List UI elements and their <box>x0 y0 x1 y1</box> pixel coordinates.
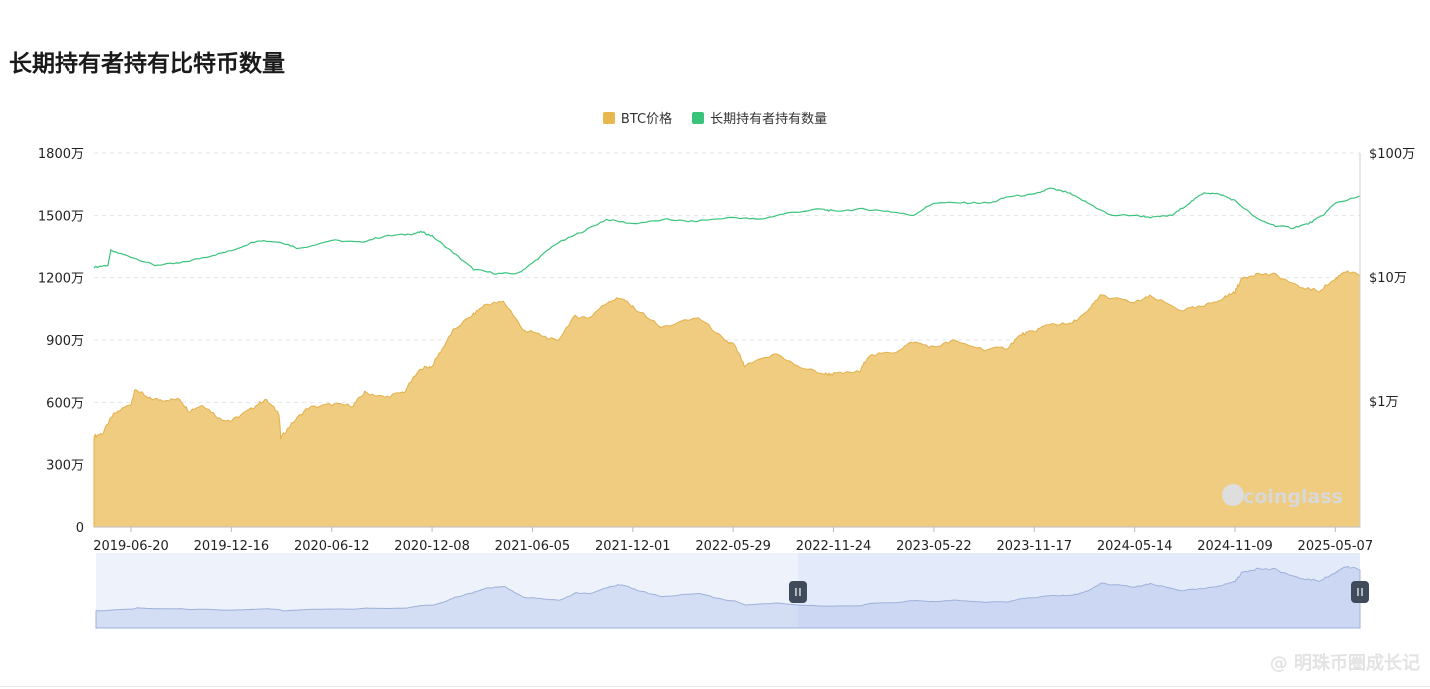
x-axis-tick-label: 2022-05-29 <box>695 539 771 554</box>
legend-label-btc-price: BTC价格 <box>620 112 673 127</box>
left-axis-tick-label: 1800万 <box>38 147 84 162</box>
x-axis-tick-label: 2019-06-20 <box>93 539 169 554</box>
left-axis-tick-label: 0 <box>76 521 84 536</box>
footer-watermark-text: @ 明珠币圈成长记 <box>1269 653 1420 674</box>
coinglass-watermark: coinglass <box>1243 486 1343 508</box>
left-axis: 0 300万 600万 900万 1200万 1500万 1800万 <box>38 147 84 536</box>
x-axis: 2019-06-20 2019-12-16 2020-06-12 2020-12-08… <box>93 484 1373 554</box>
x-axis-tick-label: 2025-05-07 <box>1298 539 1374 554</box>
navigator-selection <box>797 553 1360 628</box>
x-axis-tick-label: 2024-05-14 <box>1097 539 1173 554</box>
navigator-handle-right[interactable] <box>1351 581 1369 603</box>
x-axis-tick-label: 2023-11-17 <box>996 539 1072 554</box>
bottom-divider <box>0 686 1430 687</box>
right-axis-tick-label: $1万 <box>1369 395 1399 410</box>
handle-body <box>788 581 807 603</box>
navigator-handle-left[interactable] <box>788 581 807 603</box>
legend-item-lth-supply[interactable]: 长期持有者持有数量 <box>692 108 827 127</box>
handle-body <box>1351 581 1369 603</box>
lth-supply-line <box>93 187 1361 275</box>
left-axis-tick-label: 600万 <box>46 396 84 411</box>
range-navigator <box>95 553 1369 629</box>
x-axis-tick-label: 2024-11-09 <box>1197 539 1273 554</box>
btc-price-area <box>93 270 1361 528</box>
chart-legend: BTC价格 长期持有者持有数量 <box>0 108 1430 127</box>
left-axis-tick-label: 900万 <box>46 334 84 349</box>
x-axis-tick-label: 2022-11-24 <box>796 539 872 554</box>
x-axis-tick-label: 2019-12-16 <box>194 539 270 554</box>
x-axis-tick-label: 2020-12-08 <box>394 539 470 554</box>
right-axis-tick-label: $100万 <box>1369 147 1415 162</box>
page-title: 长期持有者持有比特币数量 <box>9 51 285 77</box>
legend-swatch-lth-supply <box>692 111 705 124</box>
x-axis-tick-label: 2021-06-05 <box>495 539 571 554</box>
x-axis-tick-label: 2023-05-22 <box>896 539 972 554</box>
btc-price-area-group <box>93 270 1361 528</box>
coinglass-logo-icon <box>1222 484 1244 506</box>
navigator-series <box>95 565 1361 629</box>
lth-supply-line-group <box>93 187 1361 275</box>
left-axis-tick-label: 1200万 <box>38 272 84 287</box>
footer-watermark: @ 明珠币圈成长记 <box>1270 649 1420 675</box>
right-axis-tick-label: $10万 <box>1369 271 1407 286</box>
legend-label-lth-supply: 长期持有者持有数量 <box>710 112 828 127</box>
left-axis-tick-label: 1500万 <box>38 209 84 224</box>
right-axis: $1万 $10万 $100万 <box>1359 147 1415 527</box>
left-axis-tick-label: 300万 <box>46 459 84 474</box>
x-axis-tick-label: 2021-12-01 <box>595 539 671 554</box>
legend-item-btc-price[interactable]: BTC价格 <box>602 108 673 127</box>
x-axis-tick-label: 2020-06-12 <box>294 539 370 554</box>
legend-swatch-btc-price <box>602 111 615 124</box>
